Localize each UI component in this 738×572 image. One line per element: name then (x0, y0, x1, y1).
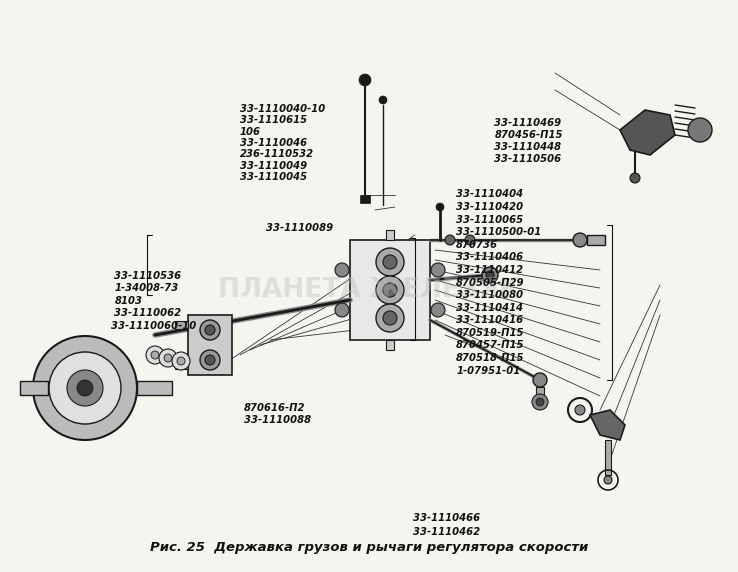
Text: 8103: 8103 (114, 296, 142, 306)
Circle shape (159, 349, 177, 367)
Circle shape (164, 354, 172, 362)
Circle shape (77, 380, 93, 396)
Circle shape (146, 346, 164, 364)
Bar (20, 381, 48, 395)
Text: Рис. 25  Державка грузов и рычаги регулятора скорости: Рис. 25 Державка грузов и рычаги регулят… (150, 542, 588, 554)
Circle shape (630, 173, 640, 183)
Text: 236-1110532: 236-1110532 (240, 149, 314, 160)
Circle shape (376, 248, 404, 276)
Circle shape (376, 304, 404, 332)
Circle shape (177, 357, 185, 365)
Circle shape (335, 303, 349, 317)
Circle shape (445, 235, 455, 245)
Text: 33-1110416: 33-1110416 (456, 315, 523, 325)
Bar (536, 387, 544, 405)
Text: 870505-П29: 870505-П29 (456, 277, 525, 288)
Circle shape (688, 118, 712, 142)
Circle shape (205, 355, 215, 365)
Text: 33-1110065: 33-1110065 (456, 214, 523, 225)
Bar (605, 440, 611, 475)
Text: 33-1110049: 33-1110049 (240, 161, 307, 171)
Text: 33-1110420: 33-1110420 (456, 202, 523, 212)
Circle shape (205, 325, 215, 335)
Circle shape (200, 350, 220, 370)
Circle shape (383, 255, 397, 269)
Circle shape (536, 398, 544, 406)
Circle shape (383, 311, 397, 325)
Bar (175, 321, 188, 329)
Circle shape (486, 271, 494, 279)
Text: 33-1110469: 33-1110469 (494, 118, 562, 128)
Text: 33-1110080: 33-1110080 (456, 290, 523, 300)
Text: 870519-П15: 870519-П15 (456, 328, 525, 338)
Circle shape (604, 476, 612, 484)
Text: 870518-П15: 870518-П15 (456, 353, 525, 363)
Text: 33-1110506: 33-1110506 (494, 154, 562, 164)
Circle shape (573, 233, 587, 247)
Text: 33-1110500-01: 33-1110500-01 (456, 227, 542, 237)
Text: 33-1110462: 33-1110462 (413, 527, 480, 537)
Text: 33-1110046: 33-1110046 (240, 138, 307, 148)
Text: 33-1110088: 33-1110088 (244, 415, 311, 426)
Text: 33-1110406: 33-1110406 (456, 252, 523, 263)
Text: 1-07951-01: 1-07951-01 (456, 366, 520, 376)
Text: 33-1110466: 33-1110466 (413, 513, 480, 523)
Circle shape (151, 351, 159, 359)
Text: 33-1110060-10: 33-1110060-10 (111, 321, 196, 331)
Text: 870457-П15: 870457-П15 (456, 340, 525, 351)
Text: 33-1110089: 33-1110089 (266, 223, 333, 233)
Circle shape (383, 283, 397, 297)
Circle shape (431, 263, 445, 277)
Circle shape (575, 405, 585, 415)
Bar (386, 340, 394, 350)
Circle shape (431, 303, 445, 317)
Text: 33-1110404: 33-1110404 (456, 189, 523, 200)
Text: 33-1110448: 33-1110448 (494, 142, 562, 152)
Polygon shape (620, 110, 675, 155)
Circle shape (379, 96, 387, 104)
Bar (350, 240, 430, 340)
Circle shape (67, 370, 103, 406)
Bar (175, 361, 188, 369)
Circle shape (200, 320, 220, 340)
Bar (137, 381, 172, 395)
Circle shape (49, 352, 121, 424)
Text: 33-1110045: 33-1110045 (240, 172, 307, 182)
Text: 870456-П15: 870456-П15 (494, 130, 563, 140)
Circle shape (533, 373, 547, 387)
Circle shape (172, 352, 190, 370)
Text: 33-1110536: 33-1110536 (114, 271, 182, 281)
Text: 1-34008-73: 1-34008-73 (114, 283, 179, 293)
Circle shape (359, 74, 371, 86)
Bar (188, 315, 232, 375)
Text: 33-1110412: 33-1110412 (456, 265, 523, 275)
Text: 33-1110040-10: 33-1110040-10 (240, 104, 325, 114)
Bar (386, 230, 394, 240)
Polygon shape (590, 410, 625, 440)
Circle shape (532, 394, 548, 410)
Text: 106: 106 (240, 126, 261, 137)
Bar (360, 195, 370, 203)
Text: ПЛАНЕТА ЖЕЛЕЗЯК: ПЛАНЕТА ЖЕЛЕЗЯК (218, 277, 520, 303)
Circle shape (33, 336, 137, 440)
Circle shape (376, 276, 404, 304)
Text: 33-1110615: 33-1110615 (240, 115, 307, 125)
Text: 870616-П2: 870616-П2 (244, 403, 305, 413)
Text: 870736: 870736 (456, 240, 498, 250)
Circle shape (465, 235, 475, 245)
Circle shape (335, 263, 349, 277)
Circle shape (436, 203, 444, 211)
Bar (587, 235, 605, 245)
Text: 33-1110414: 33-1110414 (456, 303, 523, 313)
Circle shape (482, 267, 498, 283)
Text: 33-1110062: 33-1110062 (114, 308, 182, 319)
